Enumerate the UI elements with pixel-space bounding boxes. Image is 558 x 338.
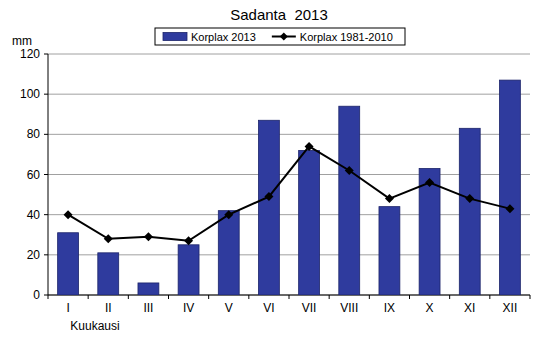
x-tick (168, 295, 169, 299)
bar (499, 80, 520, 295)
x-tick (248, 295, 249, 299)
x-tick-label: I (66, 301, 69, 315)
grid-line (48, 174, 530, 175)
marker (224, 210, 233, 219)
legend-swatch (163, 33, 187, 41)
y-tick-label: 120 (20, 47, 40, 61)
bar (299, 150, 320, 295)
y-axis (48, 54, 49, 295)
marker (264, 192, 273, 201)
marker (305, 142, 314, 151)
grid-line (48, 214, 530, 215)
y-tick (44, 254, 48, 255)
marker (104, 234, 113, 243)
title: Sadanta 2013 (230, 6, 328, 23)
bar (58, 233, 79, 295)
x-tick-label: IV (183, 301, 194, 315)
x-tick (489, 295, 490, 299)
marker (505, 204, 514, 213)
x-tick (530, 295, 531, 299)
y-tick-label: 20 (27, 248, 41, 262)
x-tick-label: III (143, 301, 153, 315)
bar (178, 245, 199, 295)
x-tick-label: II (105, 301, 112, 315)
grid-line (48, 134, 530, 135)
bar (339, 106, 360, 295)
x-tick-label: XI (464, 301, 475, 315)
legend-marker (280, 33, 288, 41)
marker (184, 236, 193, 245)
y-tick (44, 54, 48, 55)
marker (64, 210, 73, 219)
x-tick-label: X (426, 301, 434, 315)
y-tick (44, 214, 48, 215)
x-axis-label: Kuukausi (70, 319, 119, 333)
plot-marks (58, 80, 521, 295)
line (68, 146, 510, 240)
y-tick (44, 174, 48, 175)
x-tick (289, 295, 290, 299)
y-tick (44, 134, 48, 135)
bar (98, 253, 119, 295)
y-tick-label: 80 (27, 127, 41, 141)
x-tick-label: XII (503, 301, 518, 315)
marker (144, 232, 153, 241)
y-tick (44, 94, 48, 95)
marker (385, 194, 394, 203)
x-tick (208, 295, 209, 299)
chart: 020406080100120IIIIIIIVVVIVIIVIIIIXXXIXI… (0, 0, 558, 338)
legend-label: Korplax 2013 (191, 31, 256, 43)
bar (379, 207, 400, 295)
x-tick (329, 295, 330, 299)
legend-label: Korplax 1981-2010 (300, 31, 393, 43)
bar (218, 211, 239, 295)
x-tick (48, 295, 49, 299)
x-tick-label: IX (384, 301, 395, 315)
bar (459, 128, 480, 295)
grid-line (48, 254, 530, 255)
x-tick (88, 295, 89, 299)
y-tick-label: 60 (27, 168, 41, 182)
bar (138, 283, 159, 295)
bar (258, 120, 279, 295)
y-tick-label: 100 (20, 87, 40, 101)
marker (425, 178, 434, 187)
x-tick (409, 295, 410, 299)
y-tick-label: 0 (33, 288, 40, 302)
marker (345, 166, 354, 175)
y-tick-label: 40 (27, 208, 41, 222)
legend-box (155, 28, 405, 45)
x-tick (369, 295, 370, 299)
y-axis-label: mm (12, 34, 32, 48)
y-tick (44, 295, 48, 296)
x-tick-label: V (225, 301, 233, 315)
x-tick (449, 295, 450, 299)
grid-line (48, 54, 530, 55)
x-tick (128, 295, 129, 299)
x-tick-label: VIII (340, 301, 358, 315)
x-tick-label: VII (302, 301, 317, 315)
marker (465, 194, 474, 203)
grid-line (48, 94, 530, 95)
x-tick-label: VI (263, 301, 274, 315)
bar (419, 168, 440, 295)
